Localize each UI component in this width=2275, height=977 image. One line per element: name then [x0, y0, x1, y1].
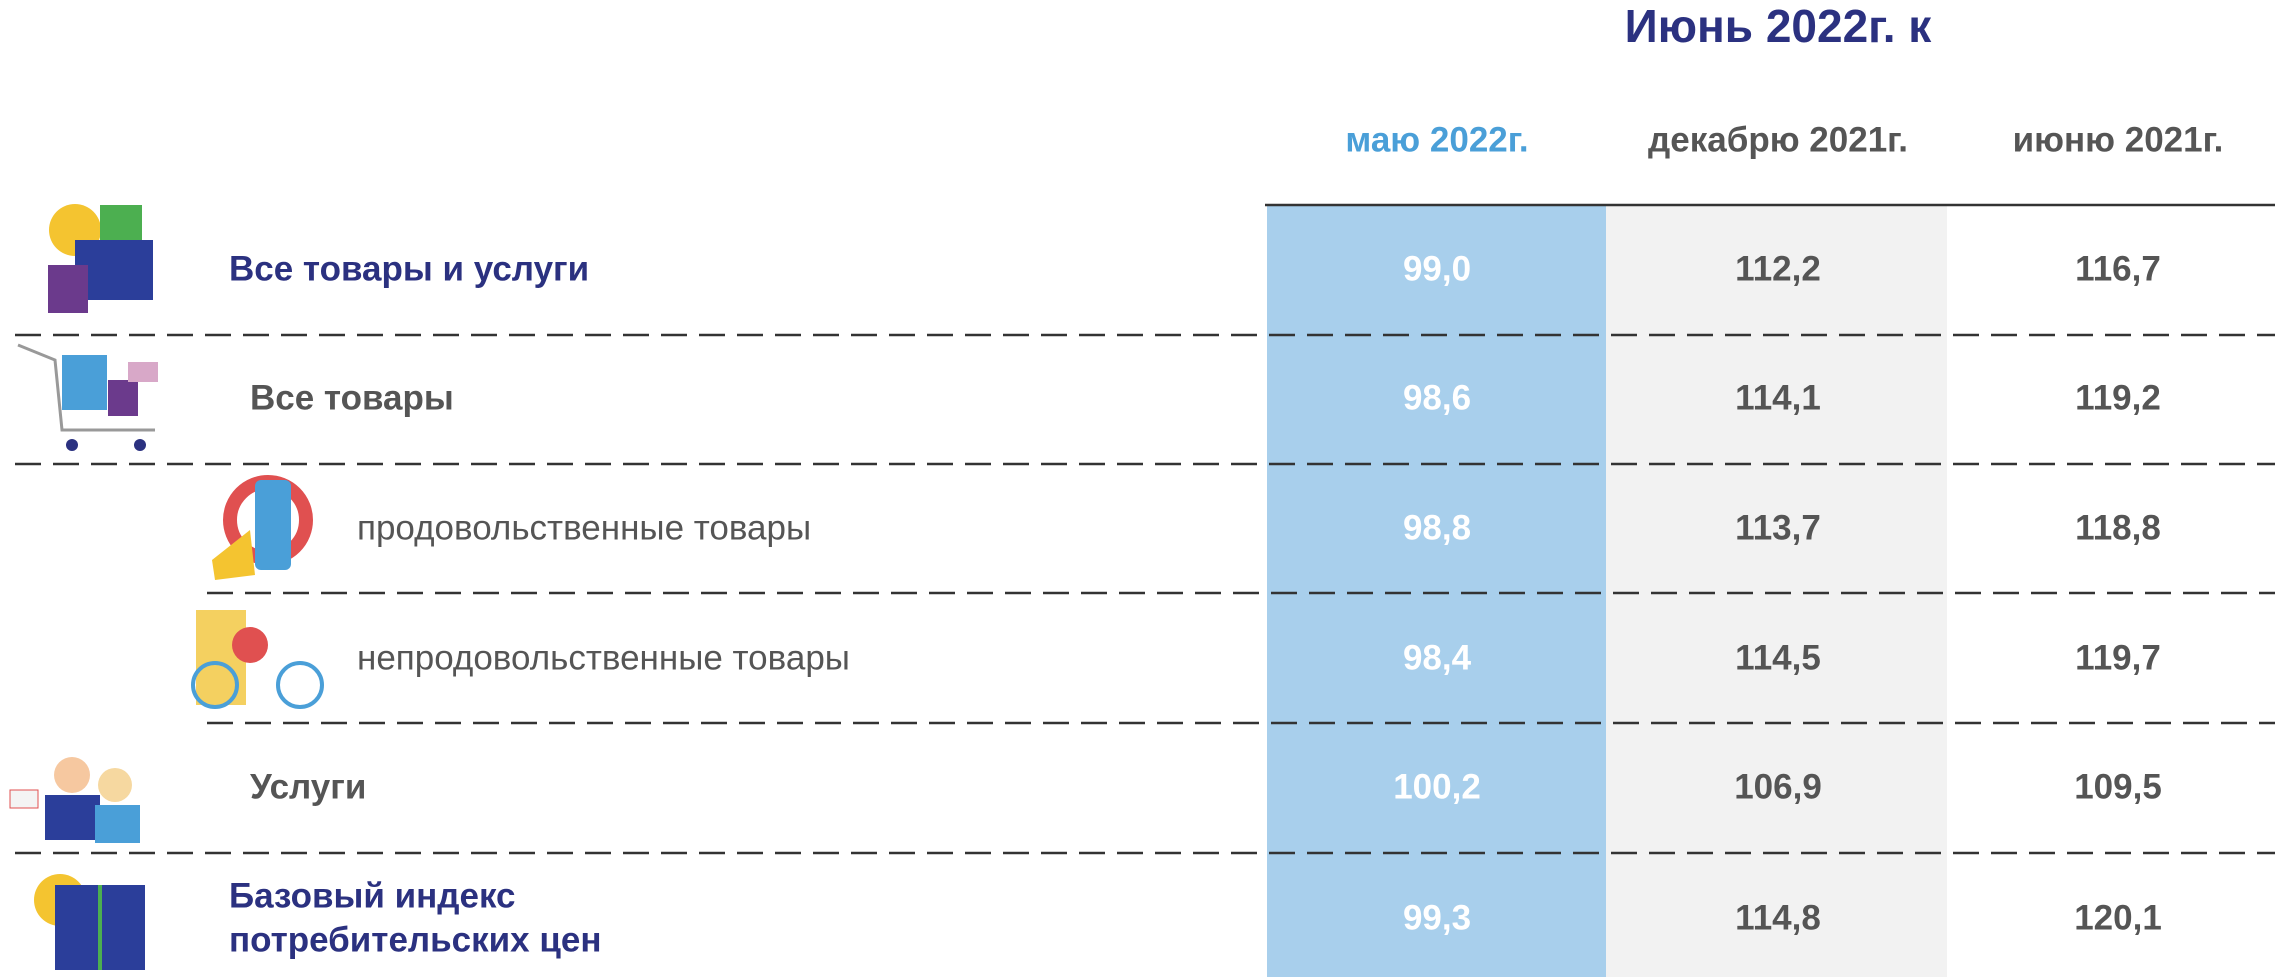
row-label: Услуги [250, 767, 366, 806]
icon-cart [18, 345, 158, 451]
row-label: Все товары [250, 378, 454, 417]
page: Июнь 2022г. к маю 2022г.декабрю 2021 [0, 0, 2275, 977]
cell-value: 106,9 [1734, 767, 1822, 806]
highlight-column [1267, 205, 1606, 977]
cell-value: 113,7 [1735, 508, 1821, 547]
row-label: Все товары и услуги [229, 249, 589, 288]
table-graphic: Июнь 2022г. к маю 2022г.декабрю 2021 [0, 0, 2275, 977]
column-header: июню 2021г. [2013, 120, 2224, 159]
cell-value: 109,5 [2074, 767, 2162, 806]
cell-value: 98,8 [1403, 508, 1471, 547]
row-label: продовольственные товары [357, 508, 811, 547]
icon-all [48, 204, 153, 313]
cell-value: 99,0 [1403, 249, 1471, 288]
title: Июнь 2022г. к [1625, 0, 1933, 52]
cell-value: 112,2 [1735, 249, 1821, 288]
cell-value: 114,8 [1735, 898, 1821, 937]
row-label: потребительских цен [229, 920, 601, 959]
icon-nonfood [193, 610, 322, 707]
cell-value: 100,2 [1393, 767, 1481, 806]
icon-services [10, 757, 140, 843]
cell-value: 98,4 [1403, 638, 1472, 677]
cell-value: 114,5 [1735, 638, 1821, 677]
cell-value: 119,2 [2075, 378, 2161, 417]
cell-value: 119,7 [2075, 638, 2161, 677]
cell-value: 99,3 [1403, 898, 1471, 937]
row-label: непродовольственные товары [357, 638, 850, 677]
cell-value: 98,6 [1403, 378, 1471, 417]
row-label: Базовый индекс [229, 876, 515, 915]
cell-value: 114,1 [1735, 378, 1821, 417]
cell-value: 120,1 [2074, 898, 2162, 937]
cell-value: 118,8 [2075, 508, 2161, 547]
icon-core [34, 874, 145, 970]
column-header: декабрю 2021г. [1648, 120, 1908, 159]
shaded-column [1606, 205, 1947, 977]
cell-value: 116,7 [2075, 249, 2161, 288]
column-header: маю 2022г. [1345, 120, 1528, 159]
icon-food [212, 480, 306, 580]
